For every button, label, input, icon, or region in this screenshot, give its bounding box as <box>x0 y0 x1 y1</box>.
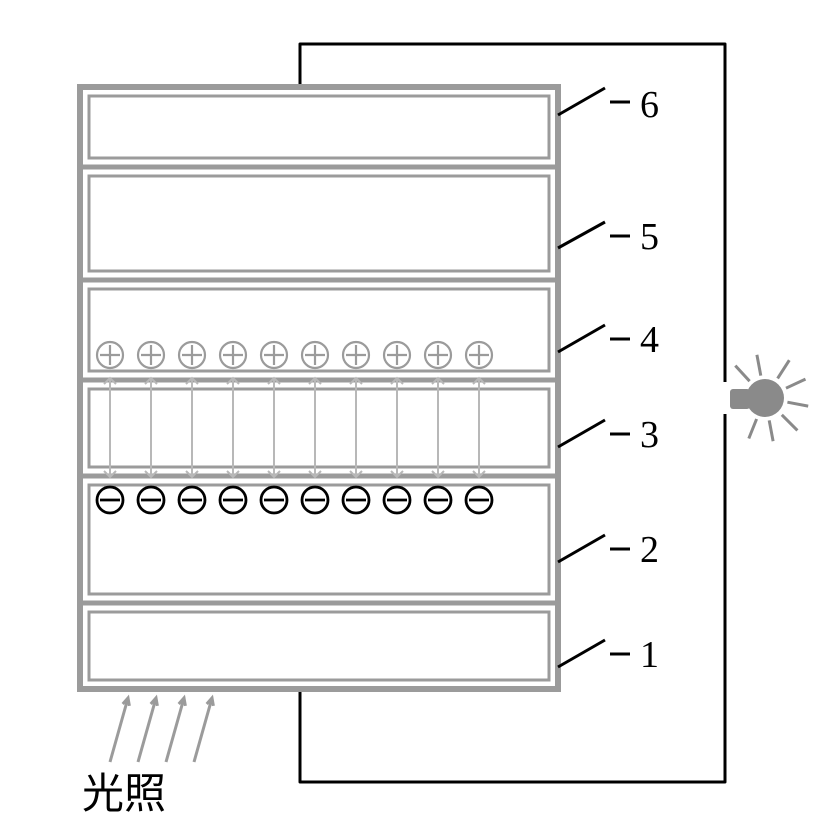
layer-label-3: 3 <box>640 413 659 457</box>
leader-line <box>558 222 605 248</box>
diagram-svg <box>0 0 830 824</box>
bulb-ray <box>749 419 757 439</box>
positive-charge-icon <box>220 342 246 368</box>
bulb-ray <box>786 379 806 388</box>
layer-label-4: 4 <box>640 318 659 362</box>
leader-line <box>558 535 605 562</box>
leader-lines <box>558 88 630 667</box>
illumination-label: 光照 <box>82 760 166 821</box>
illumination-arrow-icon <box>166 698 184 762</box>
positive-charge-icon <box>261 342 287 368</box>
bulb-ray <box>782 415 798 431</box>
leader-line <box>558 325 605 352</box>
bulb-ray <box>787 402 808 406</box>
positive-charge-icon <box>179 342 205 368</box>
layer-label-5: 5 <box>640 215 659 259</box>
layer-label-2: 2 <box>640 528 659 572</box>
layer-label-1: 1 <box>640 633 659 677</box>
positive-charge-icon <box>425 342 451 368</box>
diagram-stage: 6 5 4 3 2 1 光照 <box>0 0 830 824</box>
positive-charge-icon <box>302 342 328 368</box>
bulb-icon <box>746 379 784 417</box>
bulb-ray <box>778 360 790 378</box>
leader-line <box>558 88 605 115</box>
positive-charge-icon <box>466 342 492 368</box>
leader-line <box>558 420 605 447</box>
bulb-ray <box>769 420 773 441</box>
positive-charge-icon <box>384 342 410 368</box>
positive-charge-icon <box>97 342 123 368</box>
leader-line <box>558 640 605 667</box>
positive-charge-icon <box>138 342 164 368</box>
illumination-arrow-icon <box>194 698 212 762</box>
layer-label-6: 6 <box>640 83 659 127</box>
illumination-arrow-icon <box>138 698 156 762</box>
light-bulb <box>730 355 808 441</box>
illumination-arrows <box>110 698 213 762</box>
positive-charge-icon <box>343 342 369 368</box>
illumination-arrow-icon <box>110 698 128 762</box>
